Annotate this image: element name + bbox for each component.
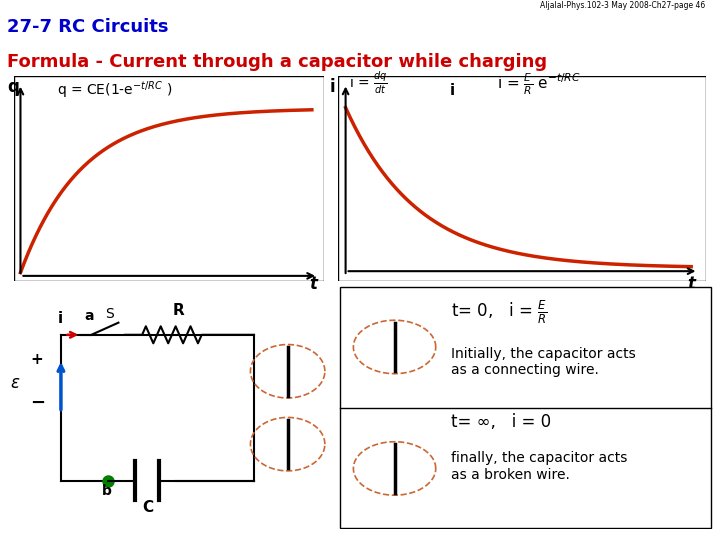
Text: ε: ε	[10, 374, 19, 392]
Text: q = CE(1-e$^{-t/RC}$ ): q = CE(1-e$^{-t/RC}$ )	[57, 80, 172, 102]
Text: −: −	[30, 394, 45, 411]
Text: C: C	[142, 500, 153, 515]
Text: q: q	[7, 78, 19, 96]
FancyBboxPatch shape	[14, 76, 324, 281]
Text: i: i	[330, 78, 336, 96]
Text: t: t	[688, 275, 696, 293]
Text: Aljalal-Phys.102-3 May 2008-Ch27-page 46: Aljalal-Phys.102-3 May 2008-Ch27-page 46	[540, 1, 706, 10]
Text: Formula - Current through a capacitor while charging: Formula - Current through a capacitor wh…	[7, 52, 547, 71]
Text: i: i	[58, 310, 63, 326]
FancyBboxPatch shape	[338, 76, 706, 281]
Text: i = $\frac{dq}{dt}$: i = $\frac{dq}{dt}$	[349, 70, 388, 96]
Text: R: R	[173, 303, 184, 319]
Text: i = $\frac{E}{R}$ e$^{-t/RC}$: i = $\frac{E}{R}$ e$^{-t/RC}$	[497, 71, 580, 97]
Text: t: t	[309, 275, 317, 293]
Text: S: S	[105, 307, 114, 321]
Text: i: i	[450, 83, 455, 98]
Text: t= ∞,   i = 0: t= ∞, i = 0	[451, 413, 551, 430]
Text: +: +	[30, 352, 43, 367]
Text: a: a	[85, 309, 94, 323]
Text: finally, the capacitor acts
as a broken wire.: finally, the capacitor acts as a broken …	[451, 451, 627, 482]
FancyBboxPatch shape	[341, 287, 711, 528]
Text: Initially, the capacitor acts
as a connecting wire.: Initially, the capacitor acts as a conne…	[451, 347, 636, 377]
Text: t= 0,   i = $\frac{E}{R}$: t= 0, i = $\frac{E}{R}$	[451, 298, 547, 326]
Text: 27-7 RC Circuits: 27-7 RC Circuits	[7, 17, 168, 36]
Text: b: b	[102, 484, 112, 498]
